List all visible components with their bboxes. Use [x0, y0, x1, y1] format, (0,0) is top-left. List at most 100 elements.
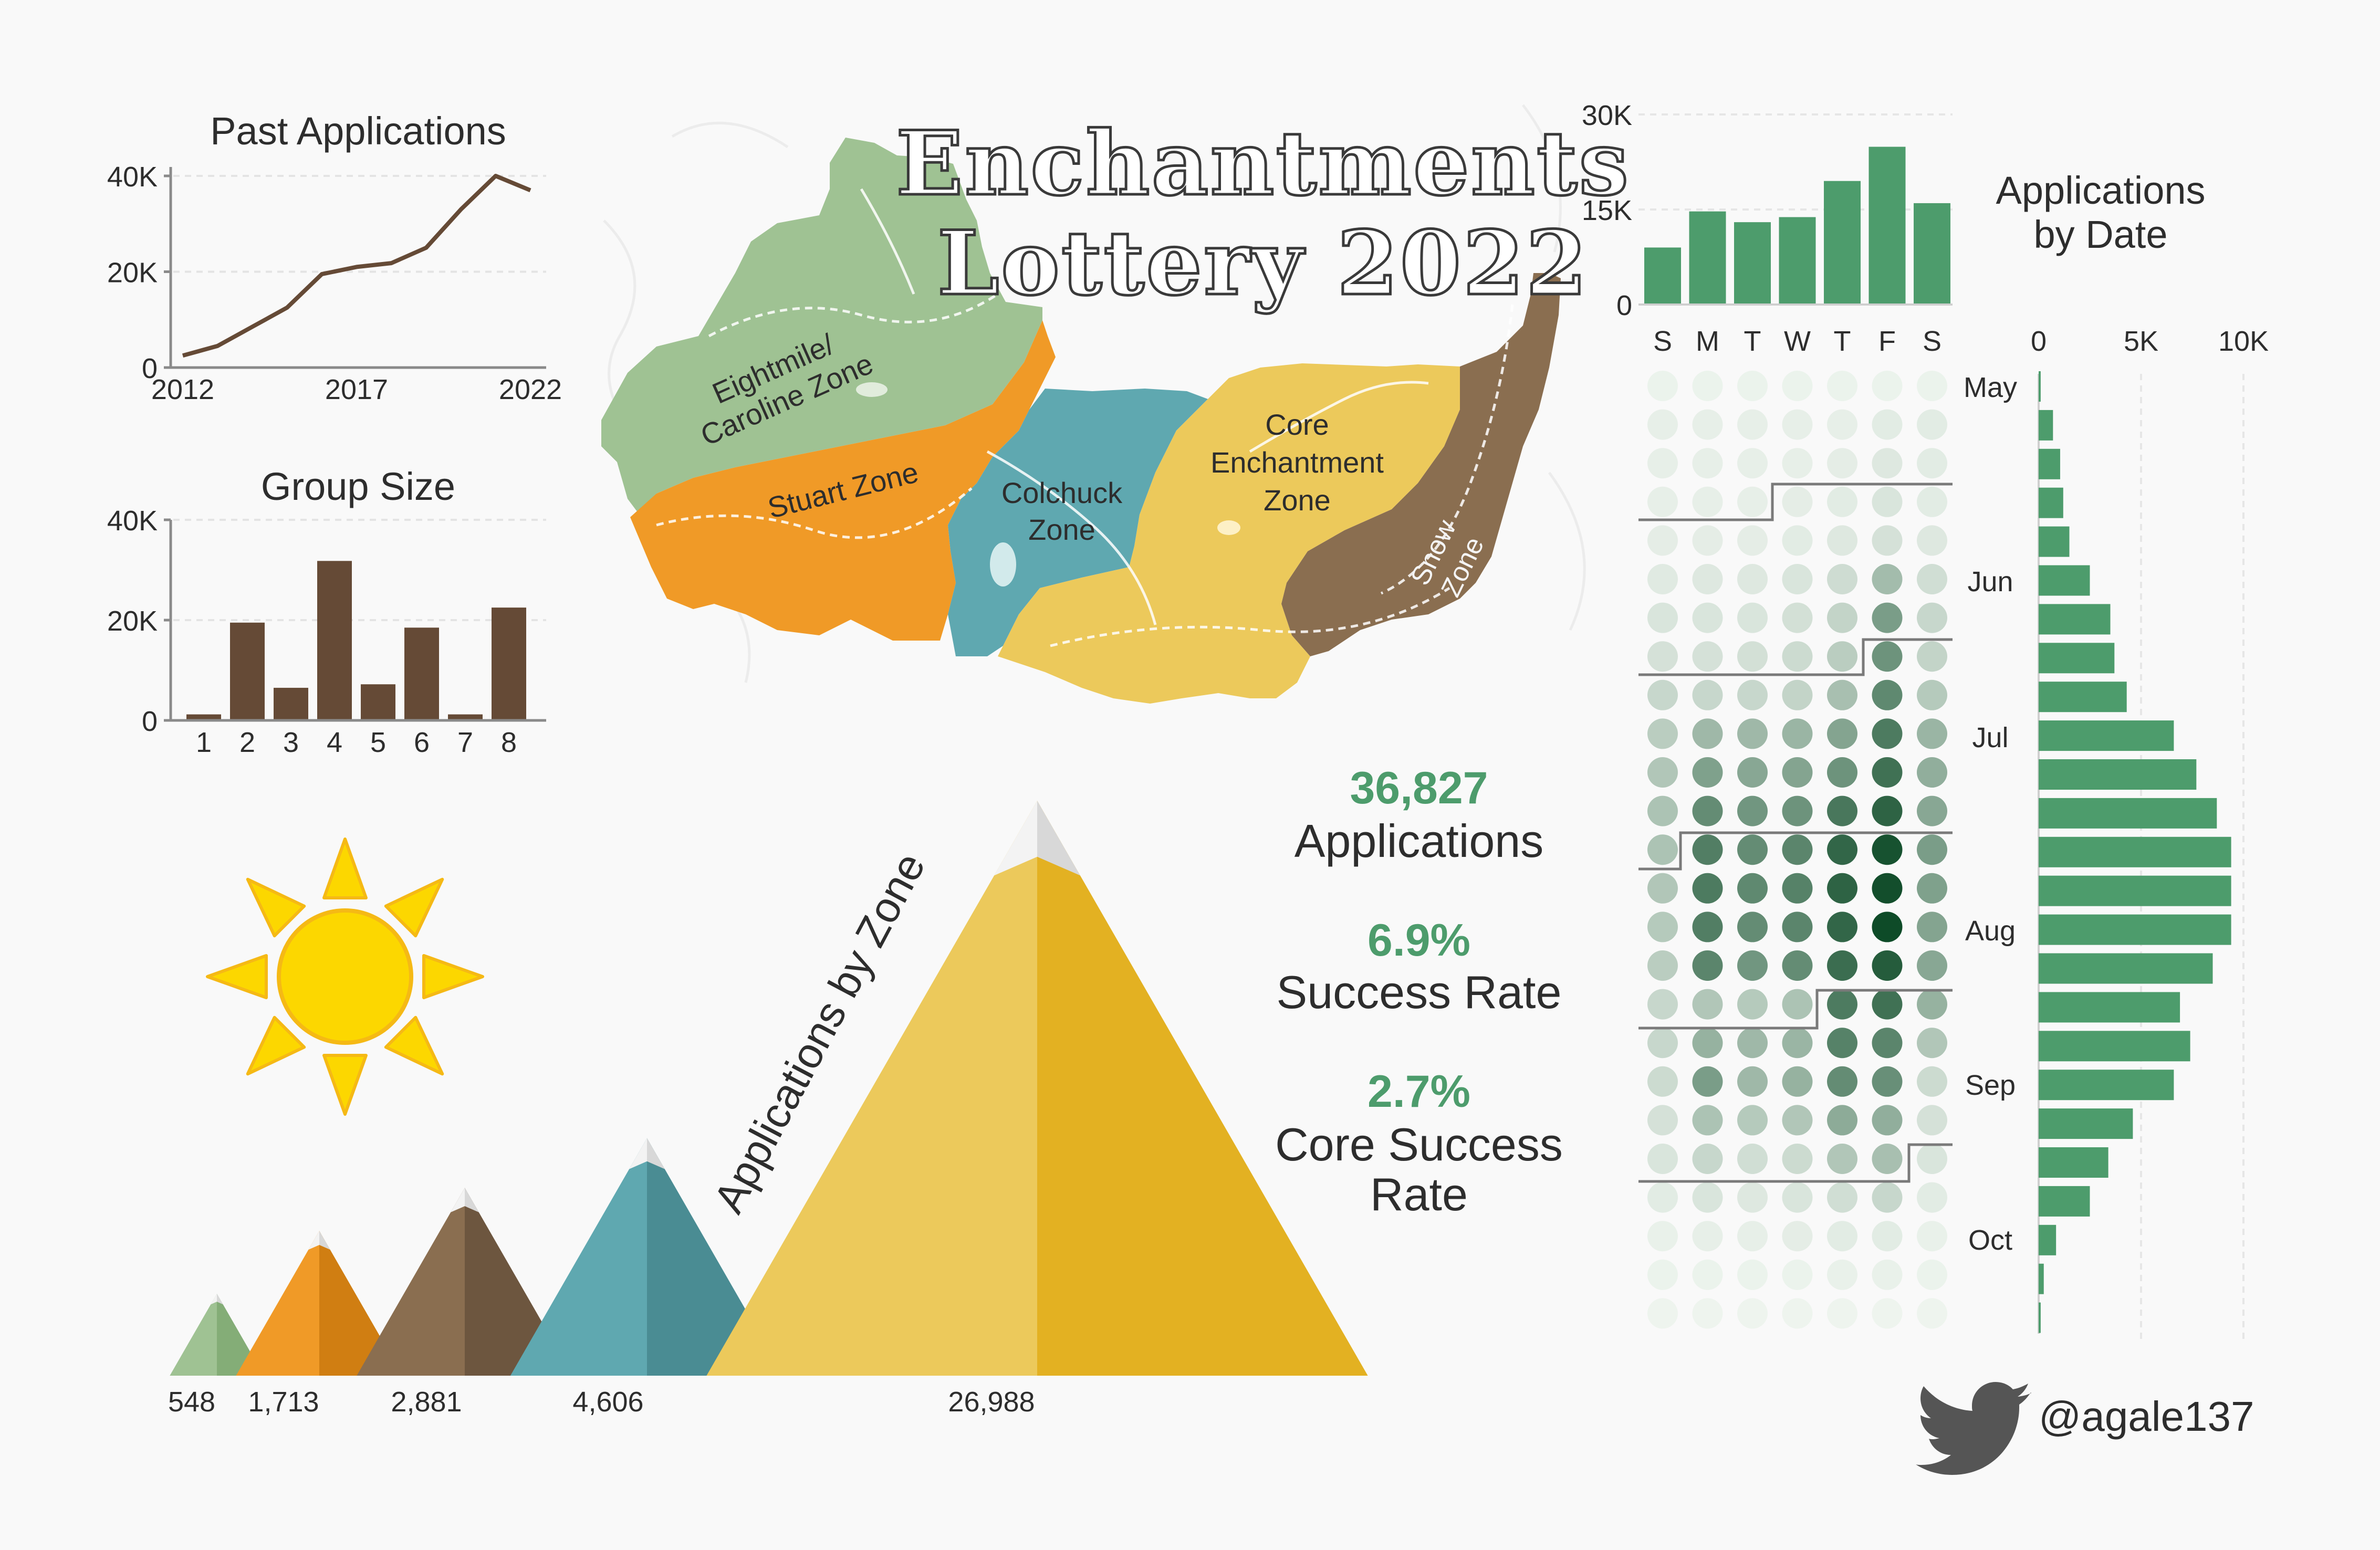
heatmap-dot: [1917, 409, 1947, 440]
heatmap-dot: [1827, 409, 1857, 440]
heatmap-dot: [1737, 679, 1768, 710]
heatmap-dot: [1782, 1144, 1813, 1174]
heatmap-dot: [1917, 757, 1947, 788]
month-label: Jul: [1972, 722, 2008, 753]
heatmap-dot: [1647, 950, 1678, 981]
heatmap-dot: [1647, 795, 1678, 826]
heatmap-dot: [1782, 371, 1813, 401]
date-bar: [2039, 371, 2041, 402]
heatmap-dot: [1872, 834, 1903, 865]
heatmap-dot: [1827, 525, 1857, 556]
mountain-left-face: [357, 1188, 465, 1376]
heatmap-dot: [1737, 834, 1768, 865]
daily-applications-heatmap: [1638, 371, 1953, 1329]
date-bar: [2039, 836, 2231, 867]
snowcap: [211, 1293, 217, 1305]
heatmap-dot: [1872, 486, 1903, 517]
heatmap-dot: [1917, 795, 1947, 826]
heatmap-dot: [1917, 912, 1947, 942]
map-label-colchuck: Colchuck Zone: [1001, 476, 1123, 546]
success-rate-value: 6.9%: [1368, 915, 1470, 966]
month-label: May: [1964, 372, 2017, 403]
zone-value-label: 548: [168, 1386, 215, 1418]
heatmap-dot: [1737, 1028, 1768, 1059]
heatmap-dot: [1827, 795, 1857, 826]
heatmap-dot: [1917, 1182, 1947, 1213]
heatmap-dot: [1782, 757, 1813, 788]
heatmap-dot: [1692, 371, 1723, 401]
weekday-bar: [1868, 146, 1906, 305]
snowcap-shadow: [465, 1188, 479, 1212]
heatmap-dot: [1872, 1066, 1903, 1097]
weekday-bar: [1689, 211, 1726, 305]
zone-mountains: [170, 801, 1368, 1376]
group-size-grid: [173, 519, 546, 621]
zone-value-labels: 548 1,713 2,881 4,606 26,988: [168, 1386, 1035, 1418]
past-applications-x-ticks: 2012 2017 2022: [151, 374, 562, 405]
heatmap-dot: [1827, 486, 1857, 517]
snowcap-shadow: [1037, 801, 1080, 876]
mountain-right-face: [647, 1138, 784, 1376]
x-tick-label: 8: [501, 727, 517, 758]
heatmap-dot: [1692, 912, 1723, 942]
heatmap-dot: [1782, 718, 1813, 749]
mountain-right-face: [1037, 801, 1368, 1376]
heatmap-dot: [1872, 1105, 1903, 1136]
heatmap-dot: [1782, 564, 1813, 594]
heatmap-dot: [1782, 1066, 1813, 1097]
x-tick-label: 7: [457, 727, 473, 758]
sun-disc: [277, 908, 413, 1045]
heatmap-dot: [1872, 1144, 1903, 1174]
date-bar: [2039, 720, 2174, 751]
heatmap-dot: [1692, 795, 1723, 826]
sun-ray: [322, 837, 368, 899]
date-bar: [2039, 487, 2063, 518]
heatmap-dot: [1827, 679, 1857, 710]
snowcap: [629, 1138, 647, 1169]
group-size-bar: [317, 561, 352, 720]
heatmap-dot: [1872, 641, 1903, 672]
date-bar: [2039, 643, 2115, 674]
infographic-title: Enchantments Lottery 2022: [894, 110, 1630, 317]
success-rate-label: Success Rate: [1277, 966, 1562, 1018]
x-tick-label: 5K: [2124, 326, 2158, 357]
date-bar: [2039, 604, 2111, 635]
heatmap-dot: [1692, 989, 1723, 1020]
core-success-rate-label-line2: Rate: [1370, 1168, 1468, 1220]
heatmap-dot: [1872, 1182, 1903, 1213]
y-tick-label: 0: [142, 706, 158, 737]
heatmap-dot: [1782, 873, 1813, 904]
heatmap-dot: [1647, 448, 1678, 479]
heatmap-dot: [1917, 371, 1947, 401]
heatmap-dot: [1737, 757, 1768, 788]
heatmap-dot: [1827, 989, 1857, 1020]
heatmap-dot: [1647, 757, 1678, 788]
heatmap-dot: [1782, 950, 1813, 981]
heatmap-dot: [1647, 1182, 1678, 1213]
zone-map: Eightmile/Caroline Zone Stuart Zone Colc…: [601, 138, 1561, 704]
sun-ray: [206, 954, 268, 999]
date-bar: [2039, 759, 2197, 790]
heatmap-dot: [1737, 1182, 1768, 1213]
heatmap-dot: [1917, 1144, 1947, 1174]
heatmap-dot: [1692, 448, 1723, 479]
date-bar: [2039, 448, 2060, 479]
heatmap-dot: [1647, 1144, 1678, 1174]
heatmap-dot: [1827, 834, 1857, 865]
heatmap-dot: [1692, 1221, 1723, 1252]
heatmap-dot: [1782, 989, 1813, 1020]
heatmap-dot: [1737, 371, 1768, 401]
x-tick-label: 5: [370, 727, 386, 758]
heatmap-dot: [1737, 564, 1768, 594]
heatmap-dot: [1692, 950, 1723, 981]
heatmap-dots: [1647, 371, 1947, 1329]
heatmap-dot: [1647, 486, 1678, 517]
y-tick-label: 30K: [1582, 100, 1632, 131]
weekday-label: F: [1878, 326, 1896, 357]
sun-ray: [246, 877, 306, 938]
weekday-bar: [1914, 203, 1950, 305]
weekday-label: T: [1744, 326, 1761, 357]
heatmap-dot: [1737, 1298, 1768, 1329]
